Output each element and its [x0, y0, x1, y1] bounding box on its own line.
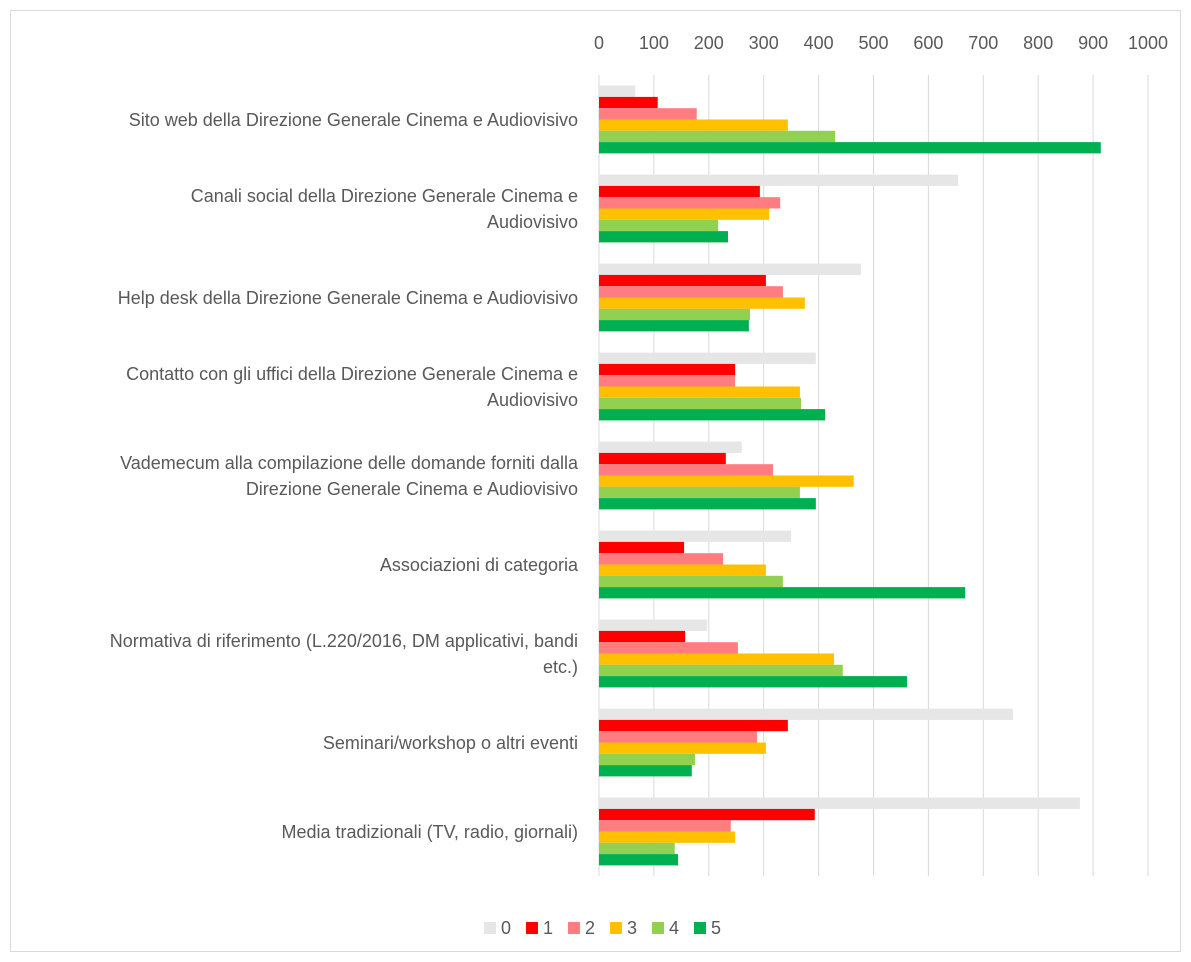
bar — [599, 375, 736, 387]
bar — [599, 363, 736, 376]
bar — [599, 731, 758, 743]
bar — [599, 708, 1013, 720]
bar — [599, 553, 724, 565]
bar — [599, 765, 692, 777]
legend-swatch — [568, 922, 580, 934]
x-tick-label: 200 — [694, 33, 724, 53]
bar — [599, 808, 815, 821]
bar — [599, 797, 1080, 809]
category-label: Vademecum alla compilazione delle domand… — [120, 452, 578, 499]
category-label: Help desk della Direzione Generale Cinem… — [117, 287, 578, 308]
bar — [599, 464, 774, 476]
bar — [599, 174, 959, 186]
category-label: Associazioni di categoria — [379, 554, 578, 575]
legend-label: 1 — [543, 918, 553, 938]
bar — [599, 820, 731, 832]
legend-swatch — [610, 922, 622, 934]
legend-swatch — [694, 922, 706, 934]
bar — [599, 630, 686, 643]
bar — [599, 753, 696, 766]
x-tick-label: 100 — [639, 33, 669, 53]
category-label: Media tradizionali (TV, radio, giornali) — [281, 821, 578, 842]
bar — [599, 541, 685, 554]
bar — [599, 219, 719, 232]
bar — [599, 263, 861, 275]
bar — [599, 441, 742, 453]
bar — [599, 297, 805, 309]
bar — [599, 676, 907, 688]
legend-swatch — [484, 922, 496, 934]
x-tick-label: 1000 — [1128, 33, 1168, 53]
x-tick-label: 600 — [913, 33, 943, 53]
bar — [599, 185, 760, 198]
x-tick-label: 900 — [1078, 33, 1108, 53]
bar — [599, 742, 766, 754]
legend-label: 5 — [711, 918, 721, 938]
legend-swatch — [652, 922, 664, 934]
bar — [599, 530, 792, 542]
bar — [599, 274, 766, 287]
bar — [599, 619, 708, 631]
bar — [599, 308, 750, 321]
bar — [599, 208, 770, 220]
bar — [599, 108, 697, 120]
category-label: Seminari/workshop o altri eventi — [322, 732, 578, 753]
bar — [599, 409, 826, 421]
bar — [599, 854, 679, 866]
x-tick-label: 500 — [858, 33, 888, 53]
bar — [599, 352, 816, 364]
legend-label: 3 — [627, 918, 637, 938]
bar — [599, 642, 738, 654]
bar — [599, 831, 736, 843]
legend-swatch — [526, 922, 538, 934]
bar — [599, 564, 766, 576]
category-label: Sito web della Direzione Generale Cinema… — [128, 109, 578, 130]
bar — [599, 486, 800, 499]
bar — [599, 320, 749, 332]
bar — [599, 475, 854, 487]
bar — [599, 130, 836, 143]
chart-border — [10, 10, 1181, 952]
bar — [599, 286, 783, 298]
x-tick-label: 0 — [594, 33, 604, 53]
category-label: Contatto con gli uffici della Direzione … — [126, 363, 578, 410]
legend-label: 2 — [585, 918, 595, 938]
x-tick-label: 300 — [749, 33, 779, 53]
legend-label: 0 — [501, 918, 511, 938]
bar — [599, 197, 781, 209]
bar — [599, 498, 816, 510]
bar — [599, 85, 636, 97]
bar — [599, 587, 966, 599]
bar — [599, 653, 834, 665]
bar — [599, 719, 788, 732]
category-label: Normativa di riferimento (L.220/2016, DM… — [109, 630, 578, 677]
category-label: Canali social della Direzione Generale C… — [190, 185, 578, 232]
x-tick-label: 400 — [804, 33, 834, 53]
bar — [599, 397, 802, 410]
bar — [599, 452, 726, 465]
bar — [599, 575, 783, 588]
legend-label: 4 — [669, 918, 679, 938]
bar — [599, 231, 729, 243]
bar — [599, 119, 788, 131]
x-tick-label: 800 — [1023, 33, 1053, 53]
x-tick-label: 700 — [968, 33, 998, 53]
bar — [599, 142, 1101, 154]
bar — [599, 96, 658, 109]
bar — [599, 842, 675, 855]
bar — [599, 664, 843, 677]
bar — [599, 386, 800, 398]
